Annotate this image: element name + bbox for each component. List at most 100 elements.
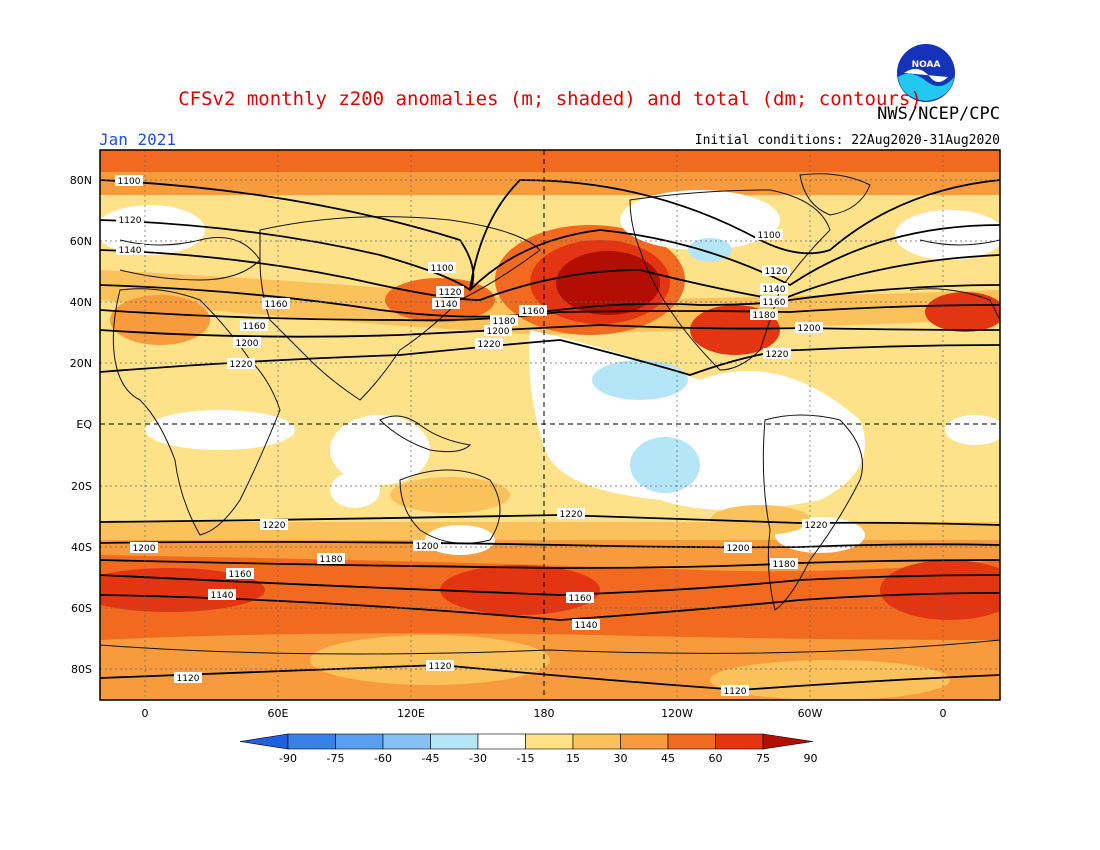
lat-label: 20S	[71, 480, 92, 493]
contour-label: 1120	[721, 685, 749, 697]
svg-text:1120: 1120	[724, 687, 747, 697]
contour-label: 1180	[750, 309, 778, 321]
contour-label: 1160	[240, 320, 268, 332]
svg-text:1220: 1220	[560, 510, 583, 520]
lat-label: 60N	[70, 235, 92, 248]
contour-label: 1220	[227, 358, 255, 370]
contour-label: 1120	[116, 214, 144, 226]
svg-text:1160: 1160	[569, 594, 592, 604]
svg-text:1140: 1140	[435, 300, 458, 310]
lon-label: 120W	[661, 707, 693, 720]
contour-1160-south	[100, 574, 1000, 596]
colorbar-swatch	[382, 733, 431, 750]
lat-label: EQ	[76, 418, 92, 431]
colorbar-arrow-high	[762, 733, 814, 750]
contour-label: 1160	[760, 296, 788, 308]
colorbar-arrow-low	[239, 733, 289, 750]
svg-text:1120: 1120	[765, 267, 788, 277]
svg-text:1120: 1120	[177, 674, 200, 684]
svg-text:1160: 1160	[265, 300, 288, 310]
contour-1220	[100, 339, 1000, 376]
contour-label: 1140	[208, 589, 236, 601]
lon-label: 60W	[798, 707, 823, 720]
contour-1180-south	[100, 559, 1000, 569]
contour-label: 1120	[762, 265, 790, 277]
svg-text:1160: 1160	[763, 298, 786, 308]
lon-label: 120E	[397, 707, 425, 720]
contour-1120	[100, 219, 1000, 292]
colorbar-swatch	[667, 733, 716, 750]
svg-text:1200: 1200	[487, 327, 510, 337]
svg-text:1200: 1200	[727, 544, 750, 554]
anomaly-shading	[100, 150, 1000, 700]
contour-label: 1200	[795, 322, 823, 334]
svg-text:1120: 1120	[119, 216, 142, 226]
contour-label: 1100	[428, 262, 456, 274]
colorbar-label: 15	[566, 752, 580, 765]
colorbar-label: -45	[422, 752, 440, 765]
colorbar-label: -30	[469, 752, 487, 765]
contour-label: 1140	[572, 619, 600, 631]
colorbar-swatch	[715, 733, 764, 750]
colorbar-label: -75	[327, 752, 345, 765]
colorbar-label: 30	[614, 752, 628, 765]
contour-labels: 1100 1120 1140 1100 1120 1140 1160 1160 …	[115, 175, 830, 697]
contour-1140	[100, 249, 1000, 301]
colorbar-label: -60	[374, 752, 392, 765]
contour-label: 1160	[226, 568, 254, 580]
contour-label: 1140	[432, 298, 460, 310]
lat-label: 40N	[70, 296, 92, 309]
contour-label: 1200	[233, 337, 261, 349]
svg-text:1200: 1200	[798, 324, 821, 334]
lon-label: 60E	[268, 707, 289, 720]
map-frame	[99, 149, 1001, 701]
colorbar-swatch	[430, 733, 479, 750]
colorbar-swatch	[525, 733, 574, 750]
contour-1160	[100, 284, 1000, 318]
svg-text:1120: 1120	[439, 288, 462, 298]
svg-text:1100: 1100	[758, 231, 781, 241]
colorbar-label: -90	[279, 752, 297, 765]
colorbar: -90 -75 -60 -45 -30 -15 15 30 45 60 75 90	[239, 733, 818, 765]
lon-axis: 0 60E 120E 180 120W 60W 0	[142, 707, 947, 720]
svg-text:1220: 1220	[478, 340, 501, 350]
svg-text:1220: 1220	[766, 350, 789, 360]
colorbar-swatch	[335, 733, 384, 750]
svg-text:1180: 1180	[320, 555, 343, 565]
svg-text:1160: 1160	[522, 307, 545, 317]
contour-label: 1120	[426, 660, 454, 672]
svg-text:1200: 1200	[416, 542, 439, 552]
colorbar-label: 45	[661, 752, 675, 765]
colorbar-label: 75	[756, 752, 770, 765]
lon-label: 0	[142, 707, 149, 720]
lon-label: 180	[534, 707, 555, 720]
contour-label: 1140	[760, 283, 788, 295]
contour-label: 1160	[519, 305, 547, 317]
svg-text:1200: 1200	[236, 339, 259, 349]
svg-text:1140: 1140	[119, 246, 142, 256]
contour-label: 1220	[260, 519, 288, 531]
lat-label: 80S	[71, 663, 92, 676]
svg-text:1180: 1180	[773, 560, 796, 570]
svg-text:1180: 1180	[753, 311, 776, 321]
contour-label: 1220	[475, 338, 503, 350]
svg-text:1140: 1140	[763, 285, 786, 295]
colorbar-swatch	[477, 733, 526, 750]
lat-label: 80N	[70, 174, 92, 187]
svg-text:1120: 1120	[429, 662, 452, 672]
colorbar-swatch	[287, 733, 336, 750]
contour-label: 1200	[724, 542, 752, 554]
lat-label: 40S	[71, 541, 92, 554]
contour-label: 1100	[115, 175, 143, 187]
coastlines	[100, 173, 1000, 655]
colorbar-label: 90	[804, 752, 818, 765]
colorbar-swatch	[572, 733, 621, 750]
colorbar-label: 60	[709, 752, 723, 765]
lon-label: 0	[940, 707, 947, 720]
contour-1180	[100, 304, 1000, 322]
contour-label: 1160	[262, 298, 290, 310]
contour-label: 1200	[130, 542, 158, 554]
svg-text:1100: 1100	[118, 177, 141, 187]
valid-month: Jan 2021	[99, 130, 177, 149]
height-contours	[100, 179, 1000, 691]
